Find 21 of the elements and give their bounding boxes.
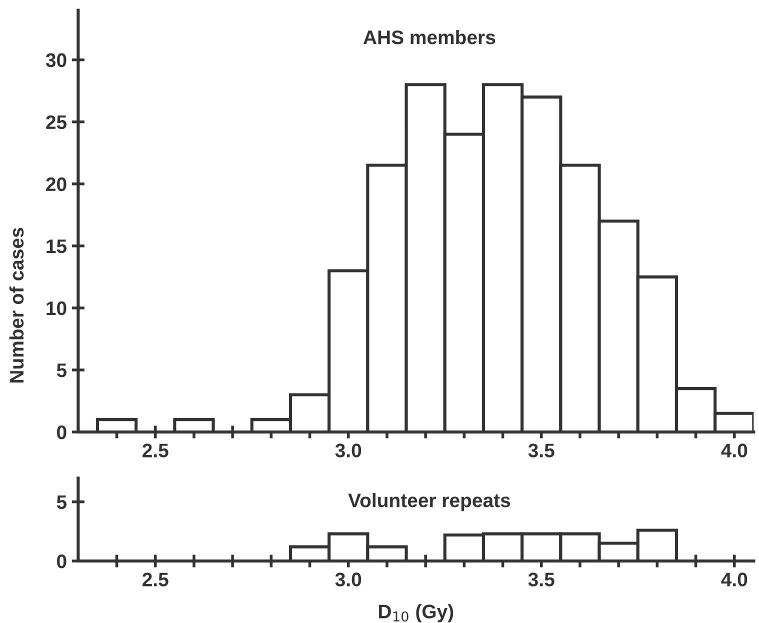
x-axis-title: D$_{10}$ (Gy) [379,604,454,622]
y-tick-label: 30 [46,53,66,68]
y-tick-label: 20 [46,177,66,192]
y-axis-title: Number of cases [9,228,24,382]
y-tick-label: 10 [46,301,66,316]
y-tick-label: 15 [46,240,67,254]
x-tick-label: 3.0 [335,444,362,458]
y-tick-label: 25 [46,115,67,130]
y-tick-label: 5 [56,495,67,510]
y-tick-label: 0 [57,554,66,568]
x-tick-label: 4.0 [721,572,748,586]
text: Volunteer repeats [348,493,510,512]
y-tick-label: 0 [57,425,66,440]
x-tick-label: 2.5 [142,572,168,586]
text: AHS members [363,30,496,44]
x-tick-label: 3.0 [335,572,362,586]
x-tick-label: 4.0 [721,444,748,458]
x-tick-label: 2.5 [142,444,168,458]
y-tick-label: 5 [56,364,67,378]
x-tick-label: 3.5 [528,572,554,586]
x-tick-label: 3.5 [528,444,554,458]
